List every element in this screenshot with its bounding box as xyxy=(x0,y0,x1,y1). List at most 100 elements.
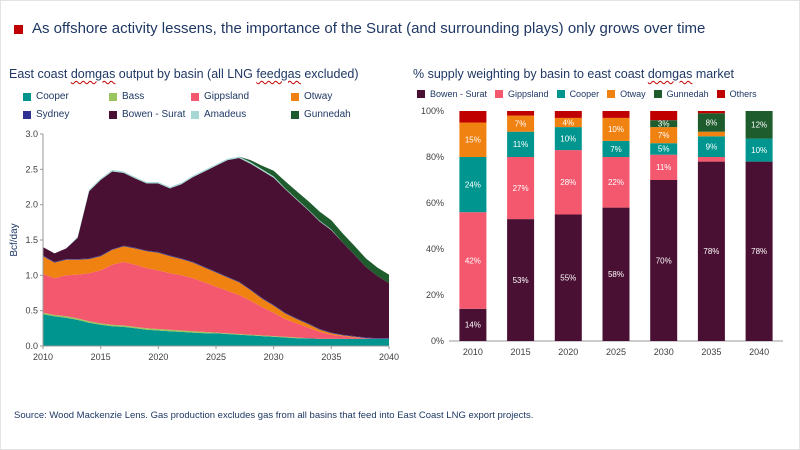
area-x-tick-label: 2020 xyxy=(148,352,168,362)
legend-swatch-icon-gippsland xyxy=(495,90,504,98)
bar-segment-gippsland-2010 xyxy=(459,212,487,309)
bar-segment-label: 78% xyxy=(751,247,767,256)
bar-segment-cooper-2010 xyxy=(459,157,487,213)
bar-segment-label: 3% xyxy=(658,119,670,128)
legend-label-gippsland: Gippsland xyxy=(204,91,250,102)
bar-segment-label: 7% xyxy=(610,145,622,154)
title-bullet-icon xyxy=(14,25,23,34)
legend-label-gunnedah: Gunnedah xyxy=(304,109,351,120)
bar-segment-bowen-surat-2040 xyxy=(745,161,773,341)
legend-item-bowen-surat: Bowen - Surat xyxy=(109,109,191,120)
bar-segment-gunnedah-2040 xyxy=(745,111,773,139)
area-y-tick-label: 1.5 xyxy=(25,235,38,245)
bar-x-tick-label: 2035 xyxy=(701,347,721,357)
bar-segment-label: 8% xyxy=(706,118,718,127)
bar-segment-gunnedah-2030 xyxy=(650,120,678,128)
legend-label-otway: Otway xyxy=(304,91,333,102)
bar-x-tick-label: 2020 xyxy=(558,347,578,357)
bar-segment-cooper-2015 xyxy=(507,131,535,157)
legend-swatch-icon-gippsland xyxy=(191,92,199,101)
legend-label-otway: Otway xyxy=(620,89,646,99)
bar-segment-otway-2020 xyxy=(554,117,582,128)
bar-segment-bowen-surat-2010 xyxy=(459,308,487,341)
legend-item-bowen-surat: Bowen - Surat xyxy=(417,89,487,99)
legend-item-otway: Otway xyxy=(291,91,385,102)
legend-swatch-icon-others xyxy=(716,90,725,98)
legend-item-gippsland: Gippsland xyxy=(495,89,549,99)
left-chart-title: East coast domgas output by basin (all L… xyxy=(9,67,359,81)
bar-segment-otway-2030 xyxy=(650,127,678,144)
bar-segment-label: 12% xyxy=(751,121,767,130)
bar-y-tick-label: 100% xyxy=(421,106,444,116)
legend-label-gippsland: Gippsland xyxy=(508,89,549,99)
area-x-tick-label: 2025 xyxy=(206,352,226,362)
legend-label-bowen-surat: Bowen - Surat xyxy=(122,109,186,120)
bar-segment-label: 28% xyxy=(560,178,576,187)
bar-segment-gippsland-2035 xyxy=(697,157,725,162)
source-note: Source: Wood Mackenzie Lens. Gas product… xyxy=(14,410,534,421)
left-chart-legend: Cooper Bass Gippsland Otway Sydney Bowen - Su… xyxy=(23,91,405,120)
bar-segment-label: 53% xyxy=(513,276,529,285)
bar-segment-gippsland-2015 xyxy=(507,157,535,220)
legend-item-gippsland: Gippsland xyxy=(191,91,291,102)
legend-label-sydney: Sydney xyxy=(36,109,70,120)
bar-segment-cooper-2035 xyxy=(697,136,725,157)
area-x-tick-label: 2040 xyxy=(379,352,399,362)
legend-item-cooper: Cooper xyxy=(23,91,109,102)
area-y-tick-label: 0.5 xyxy=(25,306,38,316)
legend-label-gunnedah: Gunnedah xyxy=(666,89,709,99)
bar-segment-label: 11% xyxy=(513,140,528,149)
legend-swatch-icon-cooper xyxy=(23,92,31,101)
legend-swatch-icon-bowen-surat xyxy=(109,110,117,119)
bar-segment-cooper-2030 xyxy=(650,143,678,155)
legend-item-gunnedah: Gunnedah xyxy=(291,109,385,120)
legend-item-sydney: Sydney xyxy=(23,109,109,120)
bar-segment-bowen-surat-2035 xyxy=(697,161,725,341)
bar-segment-gippsland-2030 xyxy=(650,154,678,180)
area-series-gunnedah xyxy=(43,156,389,284)
bar-segment-label: 70% xyxy=(656,256,672,265)
legend-label-cooper: Cooper xyxy=(36,91,69,102)
legend-label-bass: Bass xyxy=(122,91,145,102)
bar-y-tick-label: 20% xyxy=(426,290,444,300)
bar-y-tick-label: 0% xyxy=(431,336,444,346)
bar-x-tick-label: 2015 xyxy=(511,347,531,357)
bar-segment-label: 27% xyxy=(513,184,529,193)
bar-segment-gippsland-2025 xyxy=(602,157,630,208)
legend-item-bass: Bass xyxy=(109,91,191,102)
bar-segment-label: 42% xyxy=(465,256,481,265)
legend-swatch-icon-bass xyxy=(109,92,117,101)
bar-segment-label: 5% xyxy=(658,145,670,154)
legend-item-others: Others xyxy=(716,89,757,99)
legend-swatch-icon-sydney xyxy=(23,110,31,119)
area-y-tick-label: 1.0 xyxy=(25,270,38,280)
bar-segment-otway-2010 xyxy=(459,122,487,157)
bar-segment-label: 24% xyxy=(465,180,481,189)
stacked-bar-chart: 0% 20% 40% 60% 80% 100% 14% 42% 24% 15% 2010 53% 27%… xyxy=(421,106,783,357)
slide-header: As offshore activity lessens, the import… xyxy=(14,20,789,39)
bar-segment-others-2015 xyxy=(507,111,535,116)
bar-segment-label: 10% xyxy=(560,134,576,143)
area-x-tick-label: 2015 xyxy=(91,352,111,362)
bar-segment-otway-2035 xyxy=(697,131,725,137)
bar-segment-label: 78% xyxy=(703,247,719,256)
left-chart-panel: East coast domgas output by basin (all L… xyxy=(7,67,405,372)
legend-swatch-icon-bowen-surat xyxy=(417,90,425,98)
area-series-bass xyxy=(43,312,389,339)
area-x-tick-label: 2035 xyxy=(321,352,341,362)
area-x-tick-label: 2030 xyxy=(264,352,284,362)
area-x-tick-label: 2010 xyxy=(33,352,53,362)
bar-segment-label: 7% xyxy=(658,131,670,140)
area-series-gippsland xyxy=(43,261,389,339)
legend-item-gunnedah: Gunnedah xyxy=(653,89,709,99)
area-y-axis-label: Bcf/day xyxy=(9,223,20,256)
bar-segment-bowen-surat-2020 xyxy=(554,214,582,341)
slide-title: As offshore activity lessens, the import… xyxy=(32,20,706,37)
legend-swatch-icon-cooper xyxy=(556,90,565,98)
legend-item-amadeus: Amadeus xyxy=(191,109,291,120)
legend-item-cooper: Cooper xyxy=(556,89,600,99)
bar-segment-label: 58% xyxy=(608,270,624,279)
bar-segment-bowen-surat-2015 xyxy=(507,219,535,341)
legend-label-cooper: Cooper xyxy=(569,89,600,99)
bar-segment-bowen-surat-2030 xyxy=(650,180,678,341)
